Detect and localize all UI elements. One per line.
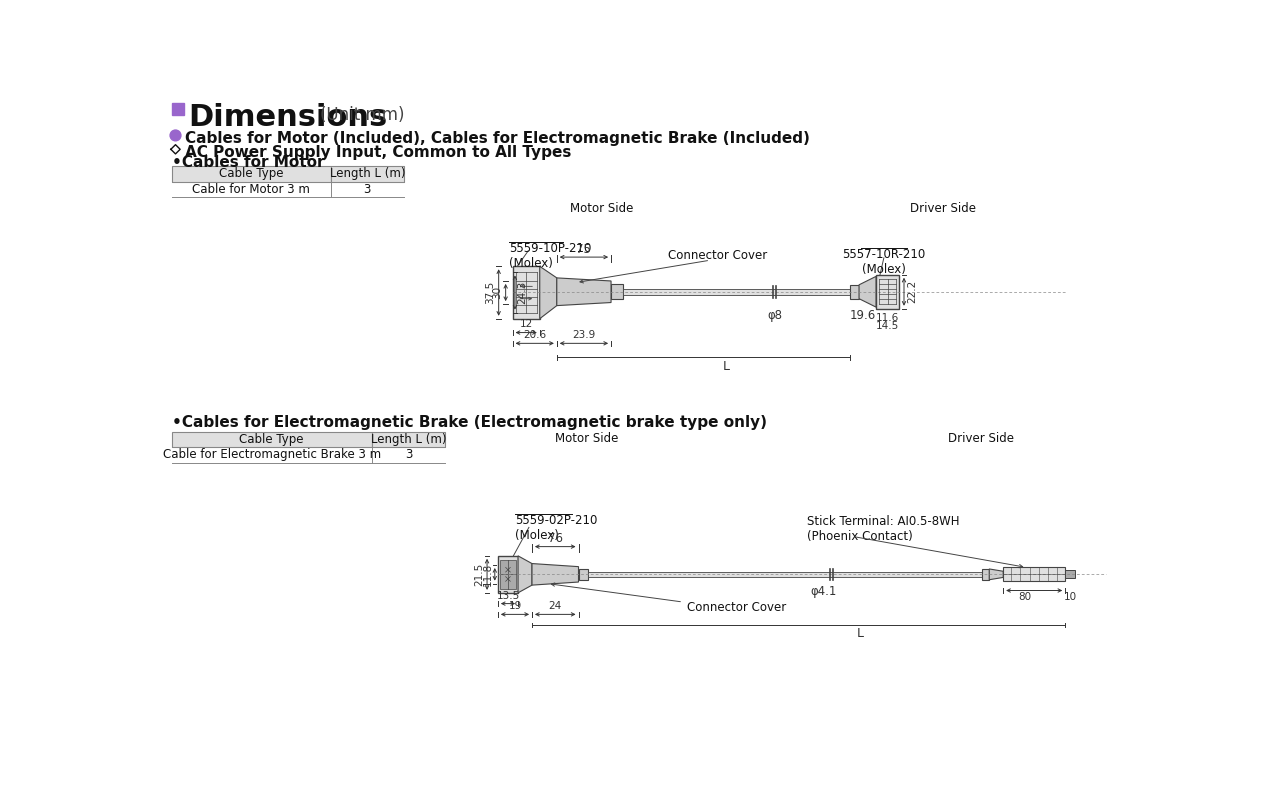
Text: 10: 10 — [1064, 592, 1078, 602]
Text: 21.5: 21.5 — [474, 563, 484, 586]
Text: 37.5: 37.5 — [485, 281, 495, 304]
Bar — [622, 289, 850, 295]
Text: Connector Cover: Connector Cover — [687, 601, 786, 615]
Bar — [1065, 571, 1074, 578]
Text: 20.6: 20.6 — [524, 330, 547, 340]
Text: L: L — [858, 627, 864, 641]
Text: 12: 12 — [520, 320, 532, 329]
Text: 76: 76 — [548, 532, 563, 545]
Text: Motor Side: Motor Side — [554, 432, 618, 445]
Circle shape — [170, 130, 180, 141]
Text: (Unit mm): (Unit mm) — [320, 107, 404, 124]
Text: L: L — [723, 359, 730, 373]
Text: 5559-02P-210
(Molex): 5559-02P-210 (Molex) — [515, 514, 598, 541]
Text: Dimensions: Dimensions — [188, 103, 387, 132]
Text: 5559-10P-210
(Molex): 5559-10P-210 (Molex) — [508, 242, 591, 270]
Text: Stick Terminal: AI0.5-8WH
(Phoenix Contact): Stick Terminal: AI0.5-8WH (Phoenix Conta… — [808, 515, 960, 543]
Text: Driver Side: Driver Side — [910, 202, 975, 215]
Text: φ8: φ8 — [767, 308, 782, 322]
Text: 80: 80 — [1019, 592, 1032, 602]
Bar — [611, 284, 622, 300]
Text: •Cables for Motor: •Cables for Motor — [172, 156, 324, 170]
Bar — [850, 285, 859, 299]
Text: φ4.1: φ4.1 — [810, 585, 837, 598]
Bar — [982, 569, 989, 580]
Bar — [1004, 568, 1065, 581]
Bar — [172, 166, 330, 181]
Text: 11.8: 11.8 — [483, 563, 493, 586]
Bar — [330, 166, 404, 181]
Text: Connector Cover: Connector Cover — [668, 250, 768, 262]
Text: 23.9: 23.9 — [572, 330, 595, 340]
Text: AC Power Supply Input, Common to All Types: AC Power Supply Input, Common to All Typ… — [184, 145, 571, 160]
Polygon shape — [859, 277, 876, 307]
Text: Motor Side: Motor Side — [570, 202, 634, 215]
Text: 5557-10R-210
(Molex): 5557-10R-210 (Molex) — [842, 248, 925, 276]
Bar — [579, 569, 588, 580]
Text: 22.2: 22.2 — [908, 280, 916, 304]
Bar — [172, 432, 371, 448]
Text: Cable Type: Cable Type — [219, 168, 283, 180]
Text: •Cables for Electromagnetic Brake (Electromagnetic brake type only): •Cables for Electromagnetic Brake (Elect… — [172, 415, 767, 430]
Bar — [512, 266, 540, 319]
Polygon shape — [518, 556, 532, 593]
Text: 24.3: 24.3 — [517, 281, 527, 304]
Text: 13.5: 13.5 — [497, 591, 520, 600]
Bar — [498, 556, 518, 593]
Bar — [500, 560, 516, 589]
Polygon shape — [540, 266, 557, 319]
Text: Length L (m): Length L (m) — [329, 168, 404, 180]
Polygon shape — [557, 278, 611, 305]
Bar — [876, 275, 900, 308]
Bar — [588, 572, 982, 576]
Text: Driver Side: Driver Side — [948, 432, 1015, 445]
Text: Length L (m): Length L (m) — [371, 433, 447, 446]
Text: 19.6: 19.6 — [850, 308, 876, 322]
Text: 14.5: 14.5 — [876, 321, 900, 331]
Bar — [172, 103, 184, 115]
Bar — [371, 432, 445, 448]
Text: Cable for Motor 3 m: Cable for Motor 3 m — [192, 183, 310, 196]
Polygon shape — [532, 564, 579, 585]
Polygon shape — [989, 569, 1004, 580]
Text: Cable Type: Cable Type — [239, 433, 303, 446]
Text: Cable for Electromagnetic Brake 3 m: Cable for Electromagnetic Brake 3 m — [163, 448, 380, 461]
Text: 3: 3 — [404, 448, 412, 461]
Text: Cables for Motor (Included), Cables for Electromagnetic Brake (Included): Cables for Motor (Included), Cables for … — [184, 131, 810, 145]
Text: 3: 3 — [364, 183, 371, 196]
Text: 75: 75 — [576, 242, 591, 255]
Text: 24: 24 — [549, 601, 562, 611]
Text: 30: 30 — [493, 286, 503, 299]
Text: 11.6: 11.6 — [876, 313, 900, 324]
Text: 19: 19 — [508, 601, 521, 611]
